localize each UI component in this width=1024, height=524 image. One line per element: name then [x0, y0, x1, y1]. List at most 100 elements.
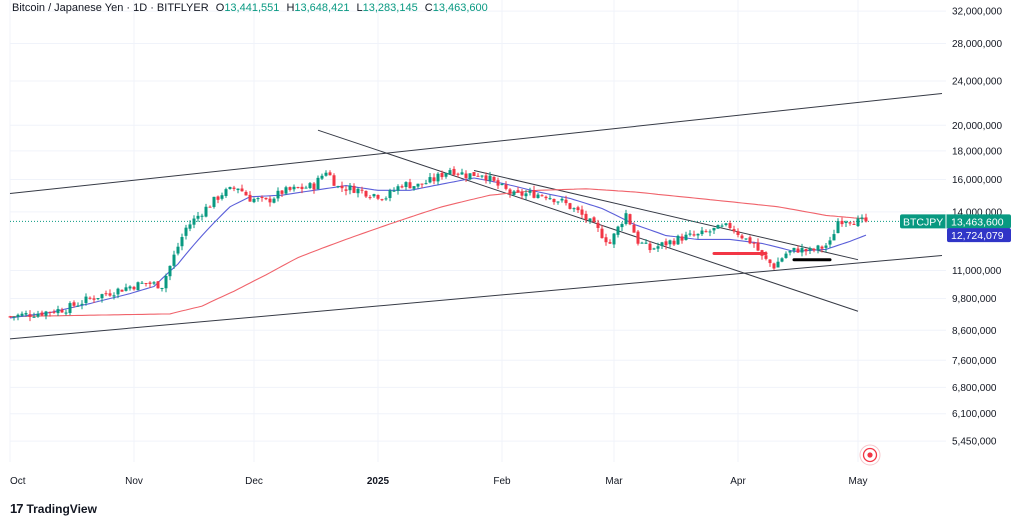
descending-line-a[interactable] [317, 129, 859, 312]
candle [160, 287, 164, 292]
candle [148, 281, 152, 289]
candle [220, 192, 224, 201]
low-label: L [356, 2, 363, 14]
y-tick-label: 6,800,000 [952, 383, 997, 394]
candle [60, 307, 64, 313]
y-tick-label: 16,000,000 [952, 175, 1002, 186]
candle [432, 173, 436, 185]
candle [124, 283, 128, 292]
time-axis[interactable]: Oct Nov Dec 2025 Feb Mar Apr May [10, 476, 867, 487]
candle [88, 296, 92, 300]
candle [688, 230, 692, 237]
symbol-title[interactable]: Bitcoin / Japanese Yen · 1D · BITFLYER [12, 2, 209, 14]
candle [572, 207, 576, 213]
open-label: O [215, 2, 225, 14]
chart-header: Bitcoin / Japanese Yen · 1D · BITFLYER O… [12, 2, 488, 14]
candle [16, 313, 20, 321]
candle [208, 205, 212, 208]
price-axis[interactable]: 5,450,000 6,100,000 6,800,000 7,600,000 8,60… [952, 7, 1002, 448]
candle [28, 310, 32, 322]
candle [280, 190, 284, 197]
candle [252, 197, 256, 204]
candle [808, 246, 812, 254]
x-tick-label: Apr [730, 476, 746, 487]
price-badges: BTCJPY 13,463,600 12,724,079 [900, 214, 1011, 243]
candle [8, 315, 12, 318]
candle [300, 183, 304, 194]
tradingview-logo-icon: 17 [10, 501, 24, 516]
candle [520, 189, 524, 200]
y-tick-label: 6,100,000 [952, 409, 997, 420]
candle [340, 181, 344, 193]
candle [84, 293, 88, 306]
candle [448, 167, 452, 176]
candle [812, 247, 816, 253]
candle [396, 184, 400, 195]
candle [112, 292, 116, 300]
candle [484, 172, 488, 184]
candle [56, 305, 60, 316]
candle [748, 235, 752, 245]
high-value: 13,648,421 [294, 2, 350, 14]
candle [228, 186, 232, 190]
candle [52, 309, 56, 314]
y-tick-label: 14,000,000 [952, 207, 1002, 218]
candle [596, 219, 600, 233]
candle [612, 233, 616, 249]
candle [660, 241, 664, 250]
candles [8, 166, 868, 322]
candle [452, 166, 456, 176]
candle [152, 281, 156, 286]
candle [40, 310, 44, 317]
candle [588, 218, 592, 224]
candle [568, 202, 572, 210]
candle [592, 216, 596, 223]
candle [672, 238, 676, 246]
candle [136, 281, 140, 291]
candle [12, 316, 16, 321]
markers[interactable] [712, 251, 832, 262]
candle [116, 287, 120, 299]
x-tick-label: 2025 [367, 476, 390, 487]
candle [532, 185, 536, 199]
candle [224, 187, 228, 198]
candle [168, 265, 172, 281]
lower-channel-line[interactable] [9, 255, 943, 340]
replay-icon[interactable] [859, 444, 881, 466]
y-tick-label: 5,450,000 [952, 437, 997, 448]
y-tick-label: 7,600,000 [952, 356, 997, 367]
candle [284, 185, 288, 196]
descending-line-b[interactable] [473, 170, 859, 261]
candle [440, 170, 444, 180]
candle [576, 205, 580, 214]
candle [408, 178, 412, 189]
candle [304, 185, 308, 189]
candle [332, 173, 336, 186]
candle [100, 293, 104, 303]
candle [780, 257, 784, 263]
candle [752, 241, 756, 248]
candle [412, 186, 416, 191]
candle [544, 195, 548, 201]
trendlines[interactable] [9, 92, 943, 340]
x-tick-label: May [849, 476, 868, 487]
candle [712, 227, 716, 235]
candle [32, 312, 36, 318]
candle [464, 170, 468, 182]
candle [176, 242, 180, 256]
candle [632, 222, 636, 233]
candle [732, 225, 736, 234]
candle [756, 238, 760, 252]
candle [316, 175, 320, 190]
candle [348, 182, 352, 195]
candle [196, 212, 200, 222]
candle [600, 225, 604, 239]
candle [92, 295, 96, 303]
candle [272, 197, 276, 204]
tradingview-brand[interactable]: 17 TradingView [10, 501, 97, 516]
candle [680, 233, 684, 244]
upper-channel-line[interactable] [9, 92, 943, 195]
candle [156, 280, 160, 289]
candle [716, 224, 720, 229]
